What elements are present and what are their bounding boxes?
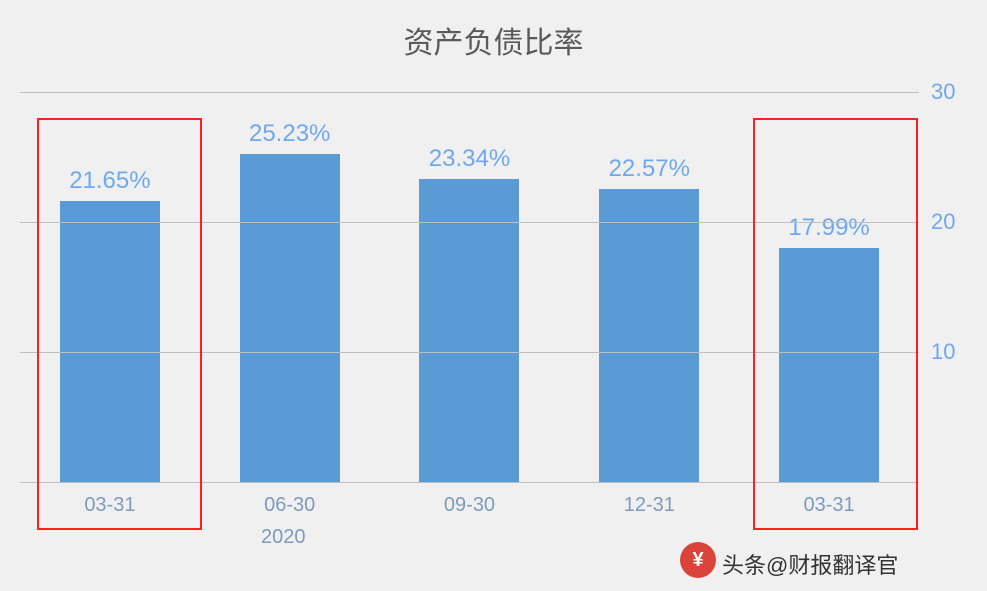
x-axis-label: 06-30 [200,494,380,517]
year-label: 2020 [261,526,306,549]
bar-value-label: 25.23% [249,120,330,148]
bar-slot: 22.57% [559,92,739,482]
watermark-avatar: ¥ [680,542,716,578]
bar [419,179,519,482]
highlight-box [753,118,918,530]
watermark-text: 头条@财报翻译官 [722,548,898,580]
bar [240,154,340,482]
grid-line [20,92,919,93]
chart-title: 资产负债比率 [0,18,987,62]
bar-slot: 25.23% [200,92,380,482]
bar-value-label: 23.34% [429,145,510,173]
chart-container: 资产负债比率 21.65%25.23%23.34%22.57%17.99% 03… [0,0,987,591]
bar-value-label: 22.57% [609,155,690,183]
y-tick-label: 20 [931,209,955,235]
x-axis-label: 12-31 [559,494,739,517]
highlight-box [37,118,202,530]
x-axis-label: 09-30 [380,494,560,517]
watermark-avatar-symbol: ¥ [692,549,703,572]
y-tick-label: 30 [931,79,955,105]
bar-slot: 23.34% [380,92,560,482]
y-tick-label: 10 [931,339,955,365]
bar [599,189,699,482]
